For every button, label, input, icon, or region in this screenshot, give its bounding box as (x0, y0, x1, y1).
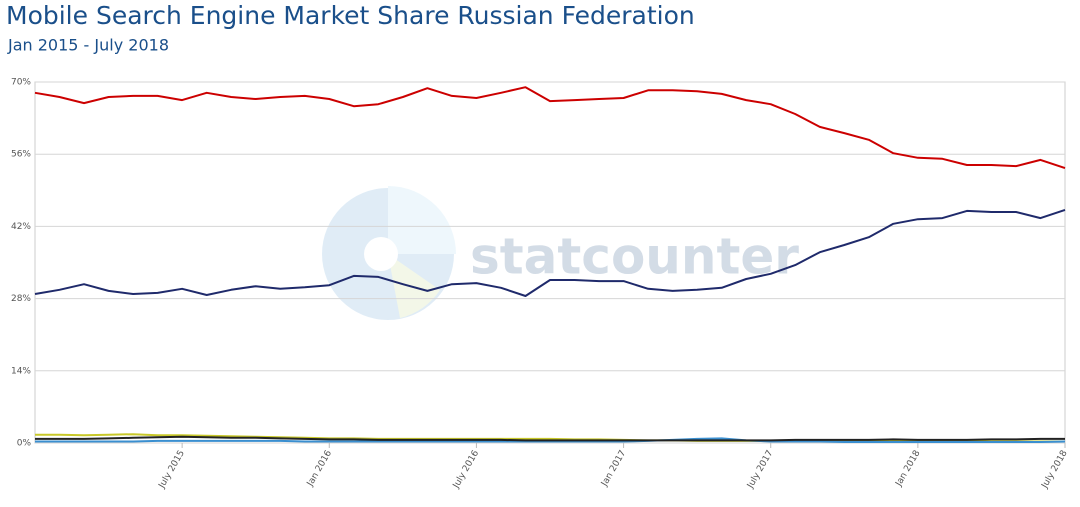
y-tick-label: 14% (11, 366, 31, 376)
y-tick-label: 28% (11, 294, 31, 304)
x-tick-label: July 2018 (1040, 449, 1070, 491)
y-tick-label: 56% (11, 150, 31, 160)
series-line (34, 208, 1066, 297)
chart-subtitle: Jan 2015 - July 2018 (7, 36, 169, 55)
series-line (35, 435, 1065, 442)
y-tick-label: 0% (17, 439, 32, 449)
x-tick-label: July 2015 (157, 449, 187, 491)
chart-title: Mobile Search Engine Market Share Russia… (6, 1, 695, 30)
logo-segment (388, 254, 440, 318)
x-tick-label: July 2016 (451, 449, 481, 491)
logo-segment (388, 186, 456, 254)
x-tick-label: Jan 2016 (305, 449, 334, 489)
y-tick-label: 42% (11, 222, 31, 232)
logo-circle (322, 188, 454, 320)
x-tick-label: Jan 2018 (894, 449, 923, 489)
x-tick-label: July 2017 (745, 449, 775, 491)
series-line (34, 86, 1066, 170)
x-tick-label: Jan 2017 (599, 449, 628, 489)
series-line (35, 437, 1066, 443)
watermark-logo (322, 186, 456, 320)
watermark: statcounter (470, 228, 799, 286)
logo-hole (364, 237, 398, 271)
y-tick-label: 70% (11, 78, 31, 88)
